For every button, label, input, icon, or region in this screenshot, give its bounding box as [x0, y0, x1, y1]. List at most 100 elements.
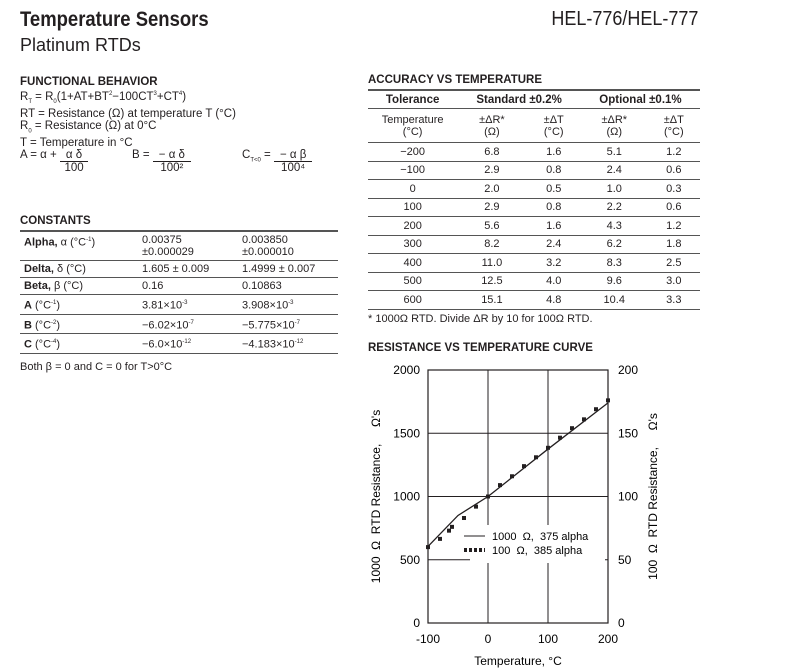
data-point-100-ohm: [474, 504, 478, 509]
constants-cell: −5.775×10-7: [238, 314, 338, 335]
x-tick-label: 100: [538, 632, 558, 646]
accuracy-cell: 4.8: [526, 290, 581, 310]
accuracy-row: −200 6.8 1.6 5.1 1.2: [368, 142, 700, 162]
accuracy-note: * 1000Ω RTD. Divide ΔR by 10 for 100Ω RT…: [368, 313, 593, 325]
accuracy-row: 0 2.0 0.5 1.0 0.3: [368, 179, 700, 199]
accuracy-cell: 4.3: [580, 216, 648, 236]
accuracy-cell: 3.2: [526, 253, 581, 273]
constants-row: C (°C-4) −6.0×10-12 −4.183×10-12: [20, 333, 338, 354]
accuracy-cell: 200: [368, 216, 458, 236]
accuracy-cell: 11.0: [457, 253, 527, 273]
b-den: 100²: [160, 162, 184, 175]
x-tick-label: -100: [416, 632, 440, 646]
constants-cell: B (°C-2): [20, 314, 138, 335]
accuracy-subheader: ±ΔT (°C): [647, 108, 700, 143]
accuracy-row: 600 15.1 4.8 10.4 3.3: [368, 290, 700, 310]
data-point-100-ohm: [450, 524, 454, 529]
constants-cell: C (°C-4): [20, 333, 138, 354]
accuracy-cell: 1.6: [526, 216, 581, 236]
data-point-100-ohm: [462, 516, 466, 521]
accuracy-header: Tolerance: [368, 90, 458, 109]
data-point-100-ohm: [606, 398, 610, 403]
chart-title: RESISTANCE VS TEMPERATURE CURVE: [368, 342, 593, 354]
definition-r0: R0 = Resistance (Ω) at 0°C: [20, 120, 157, 135]
constants-row: Alpha, α (°C-1) 0.00375 ±0.000029 0.003850 ±…: [20, 231, 338, 261]
accuracy-subheader: ±ΔR* (Ω): [457, 108, 527, 143]
y2-tick-label: 150: [618, 426, 638, 440]
constants-cell: Delta, δ (°C): [20, 260, 138, 278]
data-point-100-ohm: [447, 528, 451, 533]
legend-label-100: 100 Ω, 385 alpha: [492, 545, 583, 557]
data-point-100-ohm: [534, 455, 538, 460]
constants-cell: 3.81×10-3: [138, 294, 238, 315]
y-axis-label: 1000 Ω RTD Resistance, Ω's: [369, 410, 383, 583]
constants-heading: CONSTANTS: [20, 215, 91, 227]
accuracy-row: 400 11.0 3.2 8.3 2.5: [368, 253, 700, 273]
constants-row: Delta, δ (°C) 1.605 ± 0.009 1.4999 ± 0.007: [20, 260, 338, 278]
constants-cell: Alpha, α (°C-1): [20, 231, 138, 261]
x-axis-label: Temperature, °C: [474, 654, 562, 668]
accuracy-cell: 5.6: [457, 216, 527, 236]
data-point-100-ohm: [510, 474, 514, 479]
accuracy-header-row: Tolerance Standard ±0.2% Optional ±0.1%: [368, 90, 700, 109]
coefficient-equations: A = α + α δ 100 B = − α δ 100² CT<0 = − α …: [20, 149, 360, 175]
accuracy-cell: 2.9: [457, 198, 527, 217]
accuracy-cell: 0: [368, 179, 458, 199]
a-num: α δ: [59, 149, 89, 163]
model-number: HEL-776/HEL-777: [550, 8, 698, 30]
accuracy-cell: 10.4: [580, 290, 648, 310]
y-tick-label: 2000: [393, 363, 420, 377]
accuracy-row: −100 2.9 0.8 2.4 0.6: [368, 161, 700, 180]
constants-row: Beta, β (°C) 0.16 0.10863: [20, 277, 338, 295]
accuracy-cell: 2.4: [580, 161, 648, 180]
equation-rt: RT = R0(1+AT+BT2−100CT3+CT4): [20, 90, 187, 106]
constants-cell: 0.003850 ±0.000010: [238, 231, 338, 261]
accuracy-cell: 2.4: [526, 235, 581, 254]
accuracy-cell: 2.9: [457, 161, 527, 180]
constants-table: Alpha, α (°C-1) 0.00375 ±0.000029 0.003850 ±…: [20, 230, 338, 354]
y2-tick-label: 100: [618, 490, 638, 504]
accuracy-cell: 0.8: [526, 161, 581, 180]
accuracy-cell: 0.8: [526, 198, 581, 217]
accuracy-table: Tolerance Standard ±0.2% Optional ±0.1% Tem…: [368, 89, 700, 310]
accuracy-cell: 1.2: [647, 216, 700, 236]
accuracy-row: 100 2.9 0.8 2.2 0.6: [368, 198, 700, 217]
y2-axis-label: 100 Ω RTD Resistance, Ω's: [646, 413, 660, 580]
c-den: 100⁴: [281, 162, 306, 175]
plot-frame: [427, 369, 609, 624]
accuracy-cell: 5.1: [580, 142, 648, 162]
constants-cell: 0.00375 ±0.000029: [138, 231, 238, 261]
accuracy-cell: 300: [368, 235, 458, 254]
accuracy-row: 200 5.6 1.6 4.3 1.2: [368, 216, 700, 236]
constants-cell: 1.4999 ± 0.007: [238, 260, 338, 278]
accuracy-cell: 6.2: [580, 235, 648, 254]
constants-note: Both β = 0 and C = 0 for T>0°C: [20, 361, 173, 373]
accuracy-cell: 0.6: [647, 161, 700, 180]
accuracy-cell: 100: [368, 198, 458, 217]
constants-cell: 0.16: [138, 277, 238, 295]
accuracy-subheader-row: Temperature (°C) ±ΔR* (Ω) ±ΔT (°C) ±ΔR* (Ω) ±ΔT(…: [368, 108, 700, 143]
accuracy-cell: 500: [368, 272, 458, 291]
data-point-100-ohm: [486, 494, 490, 499]
data-point-100-ohm: [582, 417, 586, 422]
legend-label-1000: 1000 Ω, 375 alpha: [492, 531, 589, 543]
accuracy-cell: 15.1: [457, 290, 527, 310]
data-point-100-ohm: [438, 536, 442, 541]
definition-rt: RT = Resistance (Ω) at temperature T (°C…: [20, 108, 236, 121]
data-point-100-ohm: [558, 435, 562, 440]
y-tick-label: 0: [413, 616, 420, 630]
a-lhs: A = α +: [20, 149, 60, 162]
data-point-100-ohm: [594, 407, 598, 412]
constants-cell: −6.0×10-12: [138, 333, 238, 354]
legend-background: [470, 525, 605, 563]
accuracy-cell: 0.6: [647, 198, 700, 217]
accuracy-cell: 6.8: [457, 142, 527, 162]
constants-row: B (°C-2) −6.02×10-7 −5.775×10-7: [20, 314, 338, 335]
accuracy-subheader: ±ΔR* (Ω): [580, 108, 648, 143]
constants-cell: −4.183×10-12: [238, 333, 338, 354]
accuracy-cell: 600: [368, 290, 458, 310]
accuracy-subheader: Temperature (°C): [368, 108, 458, 143]
constants-row: A (°C-1) 3.81×10-3 3.908×10-3: [20, 294, 338, 315]
functional-behavior: FUNCTIONAL BEHAVIOR RT = R0(1+AT+BT2−100…: [20, 76, 360, 175]
